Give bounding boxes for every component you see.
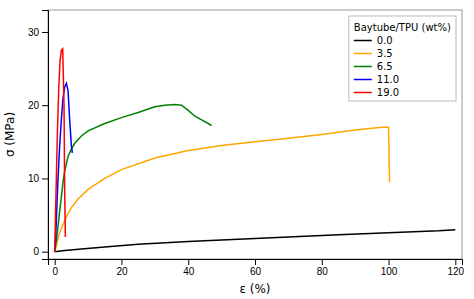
legend: Baytube/TPU (wt%) 0.0 3.5 6.5 11.0 19.0	[349, 16, 456, 101]
tick: 30	[28, 27, 48, 38]
tick: 20	[116, 259, 128, 277]
legend-swatch	[354, 92, 372, 94]
tick: 20	[28, 100, 48, 111]
legend-swatch	[354, 53, 372, 55]
lines	[55, 49, 456, 252]
chart: 0 20 40 60 80 100 120 0 10 20 30 Baytube/TPU (wt%) 0…	[0, 0, 474, 299]
legend-swatch	[354, 79, 372, 81]
tick-mark	[255, 259, 256, 265]
series-line	[55, 49, 66, 252]
tick: 120	[447, 259, 464, 277]
legend-label: 6.5	[377, 61, 393, 72]
tick-label: 40	[183, 266, 195, 277]
tick-label: 30	[28, 27, 40, 38]
legend-title: Baytube/TPU (wt%)	[354, 22, 451, 33]
tick-label: 20	[116, 266, 128, 277]
plot: 0 20 40 60 80 100 120 0 10 20 30 Baytube/TPU (wt%) 0…	[28, 10, 465, 277]
tick-mark	[42, 105, 48, 106]
series-line	[55, 127, 390, 251]
tick: 80	[317, 259, 329, 277]
legend-swatch	[354, 66, 372, 68]
axis-line	[49, 260, 463, 266]
tick: 100	[381, 259, 398, 277]
tick-mark	[188, 259, 189, 265]
tick: 0	[52, 259, 58, 277]
tick-label: 60	[250, 266, 262, 277]
tick-mark	[121, 259, 122, 265]
x-axis-title: ε (%)	[239, 282, 270, 296]
tick-label: 80	[317, 266, 329, 277]
tick-label: 10	[28, 173, 40, 184]
series-line	[55, 230, 456, 252]
y-axis-title: σ (MPa)	[3, 112, 17, 157]
tick: 40	[183, 259, 195, 277]
legend-swatch	[354, 40, 372, 42]
tick-label: 0	[33, 246, 39, 257]
axis-line	[42, 11, 49, 260]
x-axis: 0 20 40 60 80 100 120	[49, 259, 465, 277]
tick-label: 120	[447, 266, 464, 277]
tick-mark	[42, 252, 48, 253]
legend-label: 3.5	[377, 48, 393, 59]
legend-label: 11.0	[377, 74, 399, 85]
tick: 60	[250, 259, 262, 277]
plot-frame	[48, 10, 462, 259]
tick-mark	[55, 259, 56, 265]
tick-mark	[455, 259, 456, 265]
tick-mark	[389, 259, 390, 265]
legend-label: 0.0	[377, 35, 393, 46]
tick-label: 100	[381, 266, 398, 277]
series-line	[55, 104, 212, 251]
y-axis: 0 10 20 30	[28, 11, 49, 260]
tick-label: 20	[28, 100, 40, 111]
legend-label: 19.0	[377, 87, 399, 98]
legend-box	[349, 16, 456, 101]
tick: 0	[33, 246, 48, 257]
tick-mark	[42, 178, 48, 179]
tick-label: 0	[52, 266, 58, 277]
tick: 10	[28, 173, 48, 184]
tick-mark	[42, 32, 48, 33]
tick-mark	[322, 259, 323, 265]
